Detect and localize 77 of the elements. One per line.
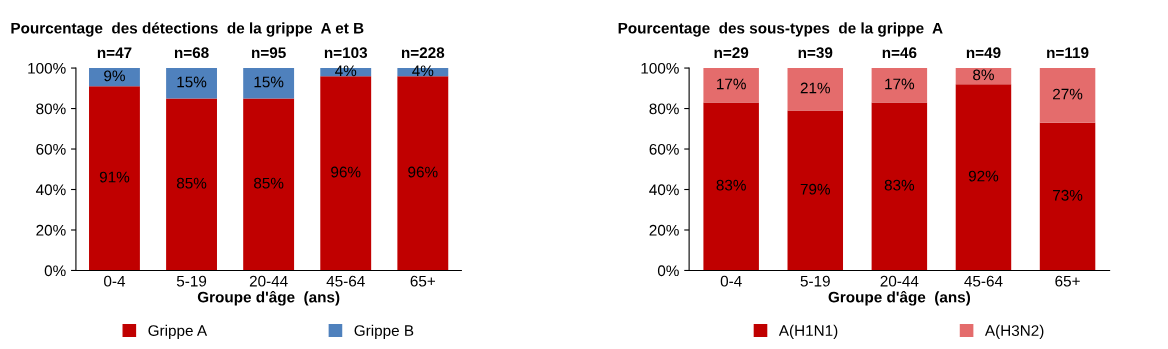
annotation: n=119	[1047, 47, 1089, 59]
bar	[89, 86, 140, 271]
bar	[871, 68, 928, 103]
data-label: 17%	[885, 78, 915, 90]
x-tick-label: 0-4	[104, 275, 126, 287]
y-tick-label: 0%	[657, 265, 679, 277]
data-label: 96%	[331, 166, 361, 178]
x-tick-label: 65+	[410, 275, 436, 287]
x-axis-title: Groupe d'âge (ans)	[197, 290, 340, 306]
data-label: 8%	[973, 69, 994, 81]
x-axis-title: Groupe d'âge (ans)	[828, 290, 971, 306]
data-label: 9%	[104, 70, 125, 82]
bar	[703, 68, 759, 103]
bar	[955, 84, 1012, 271]
data-label: 96%	[408, 166, 438, 178]
bar	[320, 76, 372, 271]
y-tick-label: 100%	[28, 62, 66, 74]
y-tick-label: 20%	[36, 224, 66, 236]
data-label: 83%	[884, 179, 915, 191]
x-tick-label: 65+	[1055, 275, 1080, 287]
y-tick-label: 100%	[641, 62, 679, 74]
x-tick-label: 0-4	[720, 275, 742, 287]
legend-label: Grippe B	[354, 324, 414, 340]
x-tick-label: 45-64	[326, 275, 365, 287]
data-label: 4%	[412, 65, 434, 77]
y-tick-label: 80%	[36, 103, 66, 115]
data-label: 4%	[335, 65, 357, 77]
data-label: 27%	[1053, 88, 1083, 100]
bar	[243, 98, 295, 271]
annotation: n=39	[798, 47, 833, 59]
bar	[787, 110, 844, 271]
bar	[703, 102, 759, 271]
bar	[787, 68, 844, 111]
annotation: n=29	[714, 47, 749, 59]
bar	[1039, 68, 1096, 123]
bar	[871, 102, 928, 271]
y-tick-label: 0%	[44, 265, 66, 277]
chart-title: Pourcentage des détections de la grippe A et B	[11, 22, 364, 37]
y-tick-label: 40%	[35, 184, 66, 196]
legend-label: Grippe A	[148, 324, 208, 340]
x-tick-label: 20-44	[249, 275, 288, 287]
data-label: 85%	[176, 177, 207, 189]
data-label: 79%	[800, 183, 831, 195]
data-label: 73%	[1053, 189, 1083, 201]
annotation: n=95	[252, 47, 286, 59]
data-label: 85%	[254, 177, 284, 189]
annotation: n=68	[174, 47, 209, 59]
data-label: 17%	[717, 78, 746, 90]
data-label: 91%	[99, 171, 130, 183]
x-tick-label: 5-19	[800, 275, 830, 287]
bar	[243, 68, 295, 99]
y-tick-label: 60%	[36, 143, 66, 155]
data-label: 15%	[177, 76, 207, 88]
x-tick-label: 20-44	[880, 275, 919, 287]
data-label: 21%	[800, 82, 831, 94]
data-label: 83%	[716, 179, 746, 191]
bar	[89, 68, 140, 87]
data-label: 92%	[968, 170, 999, 182]
legend-label: A(H3N2)	[984, 324, 1044, 340]
chart-title: Pourcentage des sous-types de la grippe A	[618, 22, 943, 37]
annotation: n=228	[401, 47, 445, 59]
annotation: n=49	[966, 47, 1001, 59]
x-tick-label: 45-64	[964, 275, 1003, 287]
y-tick-label: 40%	[649, 184, 679, 196]
data-label: 15%	[254, 76, 284, 88]
bar	[166, 68, 217, 99]
legend-label: A(H1N1)	[778, 324, 838, 340]
bar	[397, 76, 449, 271]
y-tick-label: 80%	[649, 103, 679, 115]
bar	[1039, 122, 1096, 271]
y-tick-label: 20%	[649, 224, 679, 236]
y-tick-label: 60%	[649, 143, 679, 155]
annotation: n=103	[324, 47, 368, 59]
annotation: n=47	[97, 47, 132, 58]
annotation: n=46	[882, 47, 917, 59]
bar	[166, 98, 217, 271]
x-tick-label: 5-19	[176, 275, 207, 287]
